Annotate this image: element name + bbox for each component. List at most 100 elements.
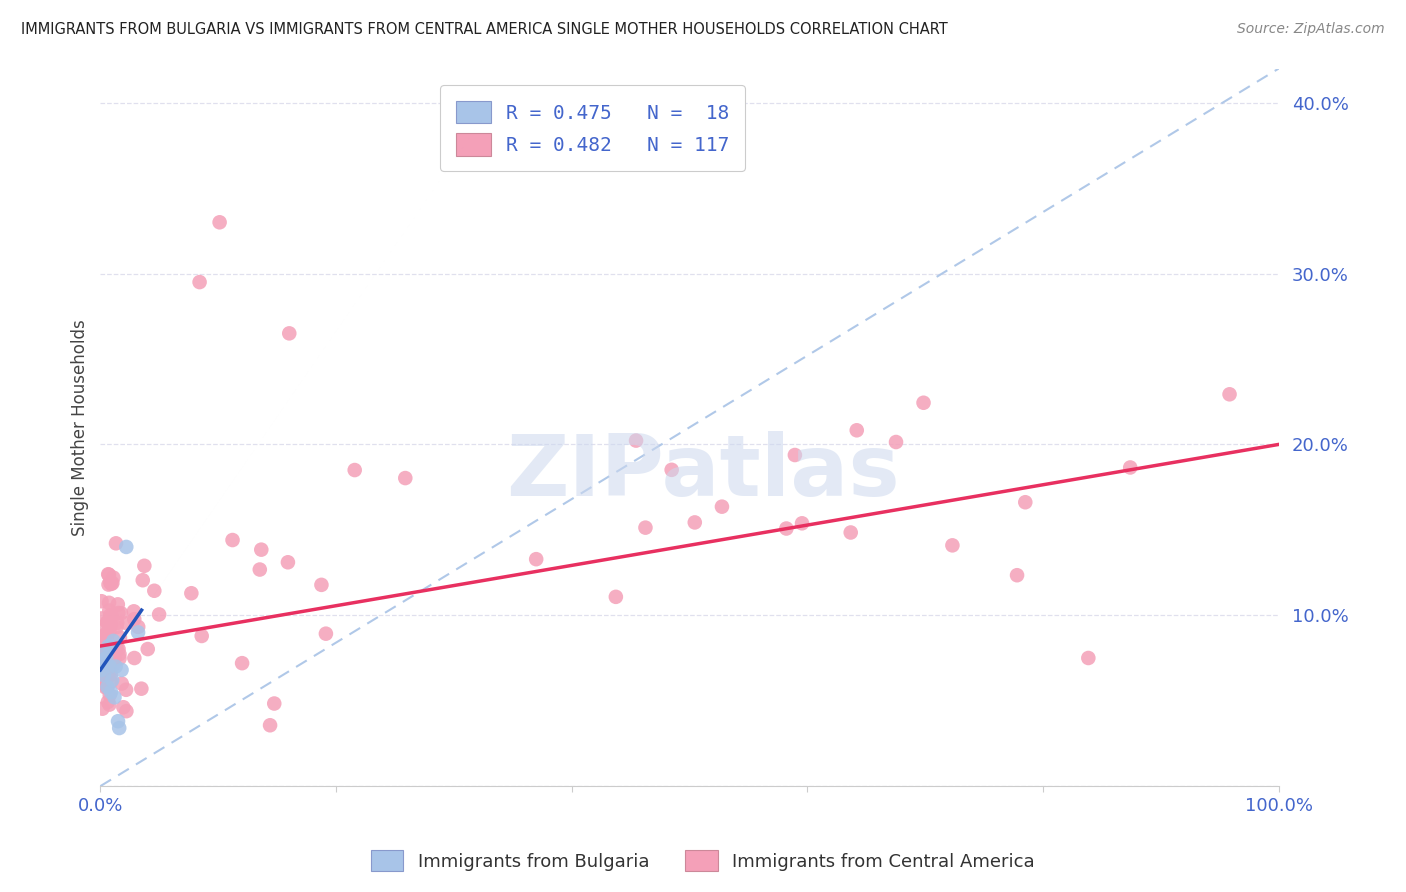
Point [94, 681, 117, 695]
Point [108, 647, 131, 661]
Point [115, 616, 138, 631]
Point [263, 697, 285, 711]
Point [108, 631, 131, 645]
Point [93, 662, 115, 676]
Point [783, 448, 806, 462]
Point [98, 619, 121, 633]
Point [105, 615, 128, 630]
Point [90, 611, 112, 625]
Point [221, 533, 243, 547]
Point [93, 656, 115, 670]
Point [136, 642, 159, 657]
Point [941, 538, 963, 552]
Point [97, 567, 120, 582]
Point [96, 666, 118, 681]
Y-axis label: Single Mother Households: Single Mother Households [72, 319, 89, 536]
Point [188, 275, 211, 289]
Point [101, 576, 124, 591]
Point [105, 640, 128, 655]
Point [100, 667, 122, 681]
Text: IMMIGRANTS FROM BULGARIA VS IMMIGRANTS FROM CENTRAL AMERICA SINGLE MOTHER HOUSEH: IMMIGRANTS FROM BULGARIA VS IMMIGRANTS F… [21, 22, 948, 37]
Point [98, 688, 121, 702]
Point [98, 603, 121, 617]
Point [100, 675, 122, 690]
Point [98, 575, 121, 590]
Point [634, 521, 657, 535]
Point [132, 573, 155, 587]
Point [124, 651, 146, 665]
Point [90, 653, 112, 667]
Point [96, 680, 118, 694]
Point [1218, 387, 1240, 401]
Point [1119, 460, 1142, 475]
Point [278, 326, 301, 341]
Point [605, 590, 627, 604]
Point [103, 571, 125, 585]
Point [710, 500, 733, 514]
Point [127, 620, 149, 634]
Point [90, 663, 112, 677]
Point [90, 658, 112, 673]
Point [107, 598, 129, 612]
Point [94, 669, 117, 683]
Point [277, 555, 299, 569]
Legend: R = 0.475   N =  18, R = 0.482   N = 117: R = 0.475 N = 18, R = 0.482 N = 117 [440, 86, 745, 171]
Point [122, 604, 145, 618]
Point [148, 607, 170, 622]
Point [104, 646, 127, 660]
Point [98, 698, 121, 712]
Point [97, 670, 120, 684]
Point [661, 463, 683, 477]
Point [91, 656, 114, 670]
Point [683, 516, 706, 530]
Point [97, 615, 120, 629]
Point [315, 626, 337, 640]
Point [98, 659, 121, 673]
Point [100, 577, 122, 591]
Point [94, 639, 117, 653]
Point [101, 658, 124, 673]
Point [105, 620, 128, 634]
Point [98, 660, 121, 674]
Point [190, 629, 212, 643]
Point [249, 562, 271, 576]
Point [107, 714, 129, 729]
Point [96, 664, 118, 678]
Point [91, 652, 114, 666]
Point [97, 567, 120, 582]
Point [110, 606, 132, 620]
Point [259, 718, 281, 732]
Point [231, 656, 253, 670]
Legend: Immigrants from Bulgaria, Immigrants from Central America: Immigrants from Bulgaria, Immigrants fro… [364, 843, 1042, 879]
Point [115, 540, 138, 554]
Point [131, 681, 153, 696]
Point [311, 578, 333, 592]
Point [100, 618, 122, 632]
Point [93, 668, 115, 682]
Point [103, 690, 125, 705]
Point [208, 215, 231, 229]
Point [122, 612, 145, 626]
Point [343, 463, 366, 477]
Point [94, 628, 117, 642]
Point [110, 663, 132, 677]
Point [1014, 495, 1036, 509]
Point [790, 516, 813, 531]
Point [91, 702, 114, 716]
Point [1005, 568, 1028, 582]
Point [1077, 651, 1099, 665]
Point [94, 660, 117, 674]
Point [96, 680, 118, 694]
Point [104, 659, 127, 673]
Point [524, 552, 547, 566]
Point [94, 675, 117, 690]
Point [100, 685, 122, 699]
Point [98, 596, 121, 610]
Point [839, 525, 862, 540]
Point [112, 700, 135, 714]
Point [91, 647, 114, 661]
Point [115, 704, 138, 718]
Point [90, 594, 112, 608]
Point [97, 666, 120, 681]
Point [108, 721, 131, 735]
